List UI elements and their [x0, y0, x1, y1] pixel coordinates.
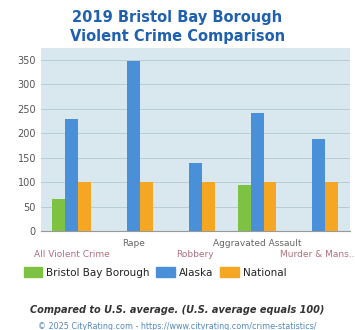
Text: Compared to U.S. average. (U.S. average equals 100): Compared to U.S. average. (U.S. average … — [30, 305, 325, 315]
Text: All Violent Crime: All Violent Crime — [34, 250, 110, 259]
Bar — [127, 61, 140, 231]
Text: 2019 Bristol Bay Borough
Violent Crime Comparison: 2019 Bristol Bay Borough Violent Crime C… — [70, 10, 285, 44]
Bar — [237, 184, 251, 231]
Text: © 2025 CityRating.com - https://www.cityrating.com/crime-statistics/: © 2025 CityRating.com - https://www.city… — [38, 322, 317, 330]
Bar — [189, 163, 202, 231]
Bar — [312, 139, 325, 231]
Text: Rape: Rape — [122, 239, 145, 248]
Text: Aggravated Assault: Aggravated Assault — [213, 239, 301, 248]
Bar — [140, 182, 153, 231]
Bar — [52, 199, 65, 231]
Legend: Bristol Bay Borough, Alaska, National: Bristol Bay Borough, Alaska, National — [20, 263, 290, 282]
Bar — [263, 182, 277, 231]
Bar — [251, 113, 263, 231]
Bar — [65, 119, 78, 231]
Bar — [325, 182, 338, 231]
Bar — [202, 182, 215, 231]
Text: Robbery: Robbery — [176, 250, 214, 259]
Text: Murder & Mans...: Murder & Mans... — [280, 250, 355, 259]
Bar — [78, 182, 91, 231]
